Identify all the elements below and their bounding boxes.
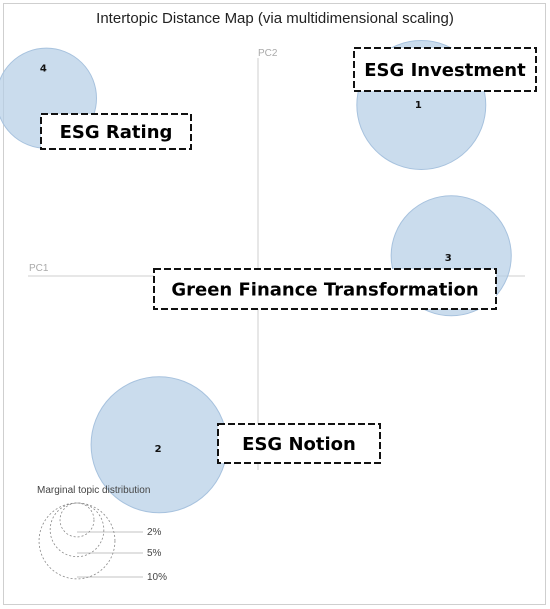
marginal-topic-legend: Marginal topic distribution 2% 5% 10% (37, 485, 167, 583)
annotation-label-green-finance-transformation: Green Finance Transformation (171, 280, 478, 301)
legend-label-5pct: 5% (147, 548, 162, 559)
legend-label-2pct: 2% (147, 527, 162, 538)
topic-number-3: 3 (445, 253, 452, 264)
annotation-box-esg-rating (40, 113, 192, 150)
annotation-box-esg-investment (353, 47, 537, 92)
annotation-label-esg-rating: ESG Rating (60, 122, 173, 143)
chart-title: Intertopic Distance Map (via multidimens… (96, 10, 454, 27)
legend-circle-5pct (49, 502, 105, 558)
legend-circle-2pct (59, 502, 95, 538)
legend-title: Marginal topic distribution (37, 485, 150, 496)
annotation-box-esg-notion (217, 423, 381, 464)
annotation-label-esg-notion: ESG Notion (242, 434, 356, 455)
legend-circle-10pct (38, 502, 116, 580)
pc1-axis-label: PC1 (29, 263, 49, 274)
legend-label-10pct: 10% (147, 572, 167, 583)
pc2-axis-label: PC2 (258, 48, 278, 59)
annotation-label-esg-investment: ESG Investment (364, 60, 526, 81)
figure-frame (3, 3, 546, 605)
annotation-box-green-finance-transformation (153, 268, 497, 310)
topic-number-1: 1 (415, 100, 422, 111)
topic-number-4: 4 (40, 63, 47, 74)
topic-number-2: 2 (155, 444, 162, 455)
